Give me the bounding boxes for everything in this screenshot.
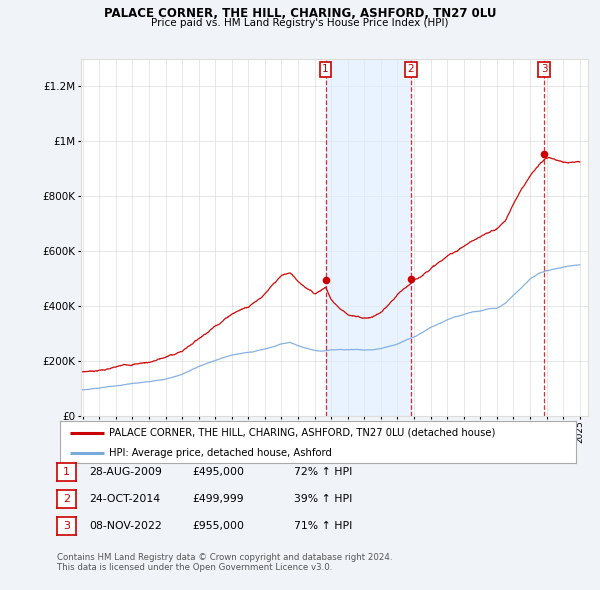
- Text: 3: 3: [541, 64, 548, 74]
- Text: 08-NOV-2022: 08-NOV-2022: [89, 522, 161, 531]
- Text: 1: 1: [322, 64, 329, 74]
- Text: 71% ↑ HPI: 71% ↑ HPI: [294, 522, 352, 531]
- Text: PALACE CORNER, THE HILL, CHARING, ASHFORD, TN27 0LU: PALACE CORNER, THE HILL, CHARING, ASHFOR…: [104, 7, 496, 20]
- Text: 28-AUG-2009: 28-AUG-2009: [89, 467, 161, 477]
- Text: £955,000: £955,000: [192, 522, 244, 531]
- Text: HPI: Average price, detached house, Ashford: HPI: Average price, detached house, Ashf…: [109, 448, 332, 457]
- Text: PALACE CORNER, THE HILL, CHARING, ASHFORD, TN27 0LU (detached house): PALACE CORNER, THE HILL, CHARING, ASHFOR…: [109, 428, 496, 438]
- Text: 72% ↑ HPI: 72% ↑ HPI: [294, 467, 352, 477]
- Text: This data is licensed under the Open Government Licence v3.0.: This data is licensed under the Open Gov…: [57, 563, 332, 572]
- Bar: [326, 59, 411, 416]
- Text: 24-OCT-2014: 24-OCT-2014: [89, 494, 160, 504]
- Text: 3: 3: [63, 522, 70, 531]
- Text: Price paid vs. HM Land Registry's House Price Index (HPI): Price paid vs. HM Land Registry's House …: [151, 18, 449, 28]
- Text: 1: 1: [63, 467, 70, 477]
- Text: £499,999: £499,999: [192, 494, 244, 504]
- Text: £495,000: £495,000: [192, 467, 244, 477]
- Text: 39% ↑ HPI: 39% ↑ HPI: [294, 494, 352, 504]
- Text: 2: 2: [63, 494, 70, 504]
- Text: 2: 2: [407, 64, 414, 74]
- Text: Contains HM Land Registry data © Crown copyright and database right 2024.: Contains HM Land Registry data © Crown c…: [57, 553, 392, 562]
